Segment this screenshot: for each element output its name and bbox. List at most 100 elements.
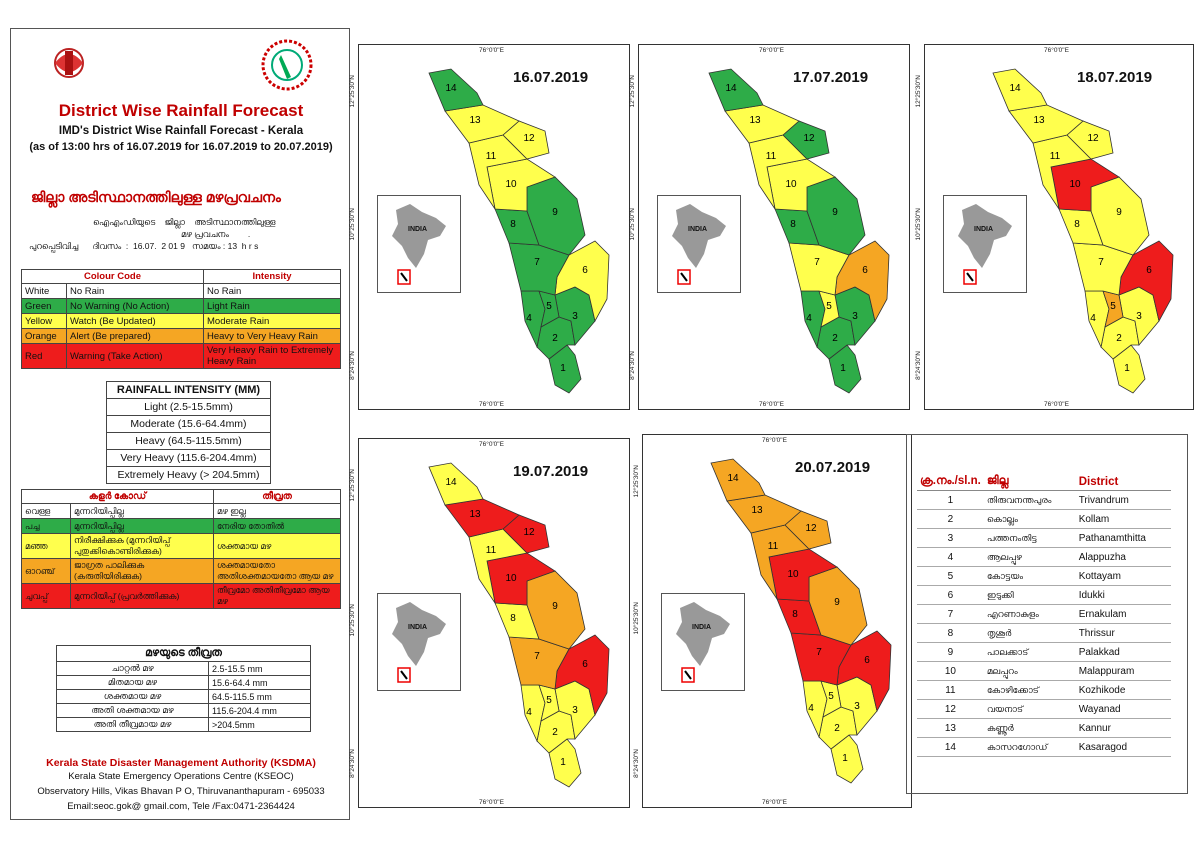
district-10-label: 10 <box>505 573 517 584</box>
intensity-row: Moderate (15.6-64.4mm) <box>106 415 271 433</box>
district-9-region <box>806 176 866 256</box>
district-14-label: 14 <box>727 473 739 484</box>
ml-intensity-row: അതി തീവ്രമായ മഴ >204.5mm <box>56 717 311 732</box>
district-number: 1 <box>917 490 984 510</box>
district-13-label: 13 <box>751 505 763 516</box>
district-3-label: 3 <box>572 311 578 322</box>
district-9-region <box>526 570 586 650</box>
district-name: Kozhikode <box>1075 680 1171 700</box>
rainfall-intensity-title: RAINFALL INTENSITY (MM) <box>106 381 271 399</box>
page-subtitle: IMD's District Wise Rainfall Forecast - … <box>58 125 304 137</box>
india-label: INDIA <box>974 226 994 233</box>
india-outline-icon <box>392 204 446 285</box>
district-14-region <box>708 68 764 112</box>
district-6-label: 6 <box>582 265 588 276</box>
longitude-label-bottom: 76°0'0"E <box>762 799 787 806</box>
district-4-label: 4 <box>526 313 532 324</box>
district-ml-name: കോഴിക്കോട് <box>983 680 1076 700</box>
latitude-label: 12°25'30"N <box>915 75 922 108</box>
forecast-date: 18.07.2019 <box>1077 69 1153 86</box>
latitude-label: 10°25'30"N <box>349 604 356 637</box>
colour-name: Yellow <box>21 313 67 329</box>
intensity-row: Very Heavy (115.6-204.4mm) <box>106 449 271 467</box>
district-11-label: 11 <box>768 541 779 552</box>
ml-warning-code: മുന്നറിയിപ്പ് (പ്രവർത്തിക്കുക) <box>70 583 214 609</box>
district-1-label: 1 <box>560 757 566 768</box>
district-9-label: 9 <box>832 207 838 218</box>
district-ml-name: തിരുവനന്തപുരം <box>983 490 1076 510</box>
district-number: 3 <box>917 528 984 548</box>
district-number: 11 <box>917 680 984 700</box>
district-3-label: 3 <box>854 701 860 712</box>
latitude-label: 12°25'30"N <box>349 75 356 108</box>
district-12-label: 12 <box>1087 133 1099 144</box>
india-inset: INDIA <box>657 195 741 293</box>
intensity-label: No Rain <box>203 283 341 299</box>
district-13-label: 13 <box>469 509 481 520</box>
district-number: 14 <box>917 737 984 757</box>
district-1-label: 1 <box>840 363 846 374</box>
district-9-label: 9 <box>552 207 558 218</box>
ml-colour-code-row: വെള്ള മുന്നറിയിപ്പില്ല മഴ ഇല്ല <box>21 503 341 519</box>
district-ml-name: പത്തനംതിട്ട <box>983 528 1076 548</box>
latitude-label: 8°24'30"N <box>349 351 356 380</box>
district-13-label: 13 <box>1033 115 1045 126</box>
district-12-label: 12 <box>805 523 817 534</box>
issue-time: (as of 13:00 hrs of 16.07.2019 for 16.07… <box>29 141 333 153</box>
longitude-label-bottom: 76°0'0"E <box>759 401 784 408</box>
intensity-row: Heavy (64.5-115.5mm) <box>106 432 271 450</box>
district-10-label: 10 <box>505 179 517 190</box>
district-10-label: 10 <box>1069 179 1081 190</box>
india-label: INDIA <box>408 624 428 631</box>
district-ml-name: പാലക്കാട് <box>983 642 1076 662</box>
warning-code: No Rain <box>66 283 204 299</box>
ml-colour-code-row: ചുവപ്പ് മുന്നറിയിപ്പ് (പ്രവർത്തിക്കുക) തീവ… <box>21 583 341 609</box>
district-row: 14 കാസറഗോഡ് Kasaragod <box>917 737 1171 757</box>
intensity-range: Very Heavy (115.6-204.4mm) <box>106 449 271 467</box>
latitude-label: 10°25'30"N <box>915 208 922 241</box>
district-7-label: 7 <box>534 257 540 268</box>
colour-name: Green <box>21 298 67 314</box>
district-11-label: 11 <box>766 151 777 162</box>
ml-intensity-value: 115.6-204.4 mm <box>208 703 311 718</box>
ml-colour-code-table: കളർ കോഡ് തീവ്രത വെള്ള മുന്നറിയിപ്പില്ല മഴ … <box>21 489 341 609</box>
ksdma-logo <box>261 39 313 91</box>
district-9-region <box>1090 176 1150 256</box>
ml-intensity-label: ശക്തമായതോ അതിശക്തമായതോ ആയ മഴ <box>213 558 341 584</box>
forecast-map-4: 1 2 3 4 5 6 7 8 9 10 11 12 13 14 19.07.2019 INDIA 76°0'0… <box>349 438 630 808</box>
district-ml-name: തൃശൂർ <box>983 623 1076 643</box>
district-number: 13 <box>917 718 984 738</box>
district-name: Pathanamthitta <box>1075 528 1171 548</box>
ml-intensity-value: 15.6-64.4 mm <box>208 675 311 690</box>
india-outline-icon <box>392 602 446 683</box>
district-row: 1 തിരുവനന്തപുരം Trivandrum <box>917 490 1171 510</box>
ml-line-3: പുറപ്പെടിവിച്ച ദിവസം : 16.07. 2 01 9 സമയ… <box>29 241 259 251</box>
district-8-label: 8 <box>510 219 516 230</box>
district-row: 8 തൃശൂർ Thrissur <box>917 623 1171 643</box>
longitude-label-top: 76°0'0"E <box>479 441 504 448</box>
district-table: ക്ര.നം./sl.n. ജില്ല District 1 തിരുവനന്തപ… <box>917 473 1171 757</box>
longitude-label-top: 76°0'0"E <box>1044 47 1069 54</box>
district-ml-name: കണ്ണൂർ <box>983 718 1076 738</box>
latitude-label: 10°25'30"N <box>629 208 636 241</box>
forecast-map-2: 1 2 3 4 5 6 7 8 9 10 11 12 13 14 17.07.2019 INDIA 76°0'0… <box>629 44 910 410</box>
intensity-row: Light (2.5-15.5mm) <box>106 398 271 416</box>
district-14-region <box>710 458 766 502</box>
district-9-label: 9 <box>834 597 840 608</box>
district-5-label: 5 <box>826 301 832 312</box>
ml-colour-code-row: പച്ച മുന്നറിയിപ്പില്ല നേരിയ തോതിൽ <box>21 518 341 534</box>
footer-org: Kerala State Disaster Management Authori… <box>46 757 316 769</box>
colour-code-table: Colour Code Intensity White No Rain No Rai… <box>21 269 341 369</box>
longitude-label-bottom: 76°0'0"E <box>1044 401 1069 408</box>
district-ml-name: വയനാട് <box>983 699 1076 719</box>
district-12-label: 12 <box>803 133 815 144</box>
district-12-label: 12 <box>523 527 535 538</box>
latitude-label: 8°24'30"N <box>915 351 922 380</box>
colour-code-row: Red Warning (Take Action) Very Heavy Rain … <box>21 343 341 369</box>
district-name: Kasaragod <box>1075 737 1171 757</box>
district-9-region <box>808 566 868 646</box>
district-number: 9 <box>917 642 984 662</box>
district-name: Palakkad <box>1075 642 1171 662</box>
district-ml-name: കൊല്ലം <box>983 509 1076 529</box>
ml-intensity-value: 2.5-15.5 mm <box>208 661 311 676</box>
